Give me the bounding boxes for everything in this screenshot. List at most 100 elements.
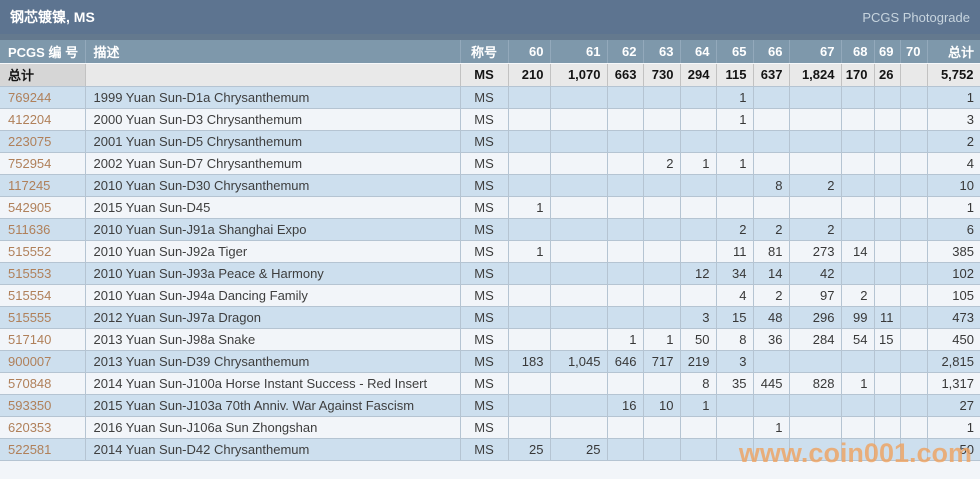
pcgs-number-cell[interactable]: 769244 [0,86,86,109]
grade-70-cell [900,86,928,109]
pcgs-number-cell[interactable]: 570848 [0,372,86,395]
column-header-total[interactable]: 总计 [927,40,980,64]
grade-69-cell [874,350,901,373]
grade-61-cell [550,416,608,439]
grade-60-cell [508,306,551,329]
pcgs-number-cell[interactable]: 593350 [0,394,86,417]
column-header-grade-69[interactable]: 69 [874,40,901,64]
grade-61-cell: 25 [550,438,608,461]
description-cell: 2013 Yuan Sun-D39 Chrysanthemum [85,350,461,373]
grade-67-cell [789,196,842,219]
grade-64-cell [680,86,717,109]
pcgs-number-cell[interactable]: 117245 [0,174,86,197]
grade-65-cell: 8 [716,328,754,351]
grade-61-cell [550,306,608,329]
total-cell: 105 [927,284,980,307]
grade-70-cell [900,240,928,263]
column-header-grade-67[interactable]: 67 [789,40,842,64]
pcgs-number-cell[interactable]: 522581 [0,438,86,461]
table-row: 752954 2002 Yuan Sun-D7 Chrysanthemum MS 2 1… [0,152,980,175]
grade-64-cell: 219 [680,350,717,373]
column-header-description[interactable]: 描述 [85,40,461,64]
pcgs-number-cell[interactable]: 542905 [0,196,86,219]
grade-66-cell: 8 [753,174,790,197]
grade-60-cell [508,108,551,131]
grade-63-cell [643,240,681,263]
pcgs-number-cell[interactable]: 511636 [0,218,86,241]
grade-67-cell [789,130,842,153]
grade-63-cell [643,174,681,197]
pcgs-number-cell[interactable]: 412204 [0,108,86,131]
pcgs-number-cell[interactable]: 517140 [0,328,86,351]
column-header-grade-64[interactable]: 64 [680,40,717,64]
grade-61-cell [550,86,608,109]
totals-grade-66-cell: 637 [753,63,790,87]
grade-66-cell: 2 [753,284,790,307]
pcgs-number-cell[interactable]: 515552 [0,240,86,263]
total-cell: 10 [927,174,980,197]
grade-62-cell: 16 [607,394,644,417]
column-header-grade-70[interactable]: 70 [900,40,928,64]
column-header-grade-65[interactable]: 65 [716,40,754,64]
pcgs-number-cell[interactable]: 900007 [0,350,86,373]
designation-cell: MS [460,306,509,329]
column-header-grade-60[interactable]: 60 [508,40,551,64]
grade-67-cell: 2 [789,174,842,197]
totals-designation-cell: MS [460,63,509,87]
title-bar: 钢芯镀镍, MS PCGS Photograde [0,0,980,34]
grade-61-cell [550,196,608,219]
column-header-pcgs-number[interactable]: PCGS 编 号 [0,40,86,64]
table-row: 117245 2010 Yuan Sun-D30 Chrysanthemum MS 8… [0,174,980,197]
column-header-grade-61[interactable]: 61 [550,40,608,64]
grade-68-cell [841,174,875,197]
table-row: 515555 2012 Yuan Sun-J97a Dragon MS 3 15 48 29… [0,306,980,329]
grade-63-cell [643,284,681,307]
grade-69-cell [874,108,901,131]
column-header-grade-66[interactable]: 66 [753,40,790,64]
totals-row: 总计 MS 210 1,070 663 730 294 115 637 1,824 170 26 5,7… [0,63,980,87]
grade-62-cell [607,130,644,153]
designation-cell: MS [460,262,509,285]
pcgs-number-cell[interactable]: 752954 [0,152,86,175]
totals-total-cell: 5,752 [927,63,980,87]
column-header-grade-62[interactable]: 62 [607,40,644,64]
column-header-designation[interactable]: 称号 [460,40,509,64]
description-cell: 2010 Yuan Sun-D30 Chrysanthemum [85,174,461,197]
pcgs-number-cell[interactable]: 620353 [0,416,86,439]
pcgs-number-cell[interactable]: 515555 [0,306,86,329]
grade-70-cell [900,372,928,395]
pcgs-number-cell[interactable]: 223075 [0,130,86,153]
pcgs-number-cell[interactable]: 515554 [0,284,86,307]
grade-65-cell [716,174,754,197]
grade-65-cell [716,130,754,153]
column-header-grade-68[interactable]: 68 [841,40,875,64]
grade-63-cell [643,218,681,241]
grade-68-cell: 54 [841,328,875,351]
grade-65-cell [716,394,754,417]
grade-66-cell [753,394,790,417]
grade-61-cell [550,152,608,175]
grade-60-cell [508,416,551,439]
column-header-grade-63[interactable]: 63 [643,40,681,64]
table-row: 542905 2015 Yuan Sun-D45 MS 1 1 [0,196,980,219]
grade-69-cell [874,394,901,417]
grade-67-cell [789,86,842,109]
grade-61-cell [550,108,608,131]
totals-grade-64-cell: 294 [680,63,717,87]
grade-69-cell: 11 [874,306,901,329]
pcgs-number-cell[interactable]: 515553 [0,262,86,285]
grade-61-cell [550,394,608,417]
grade-70-cell [900,328,928,351]
grade-62-cell [607,240,644,263]
grade-70-cell [900,108,928,131]
grade-61-cell [550,174,608,197]
grade-64-cell: 50 [680,328,717,351]
grade-68-cell [841,438,875,461]
photograde-link[interactable]: PCGS Photograde [862,9,970,25]
grade-63-cell: 717 [643,350,681,373]
grade-66-cell: 14 [753,262,790,285]
designation-cell: MS [460,394,509,417]
grade-63-cell [643,130,681,153]
grade-66-cell [753,350,790,373]
